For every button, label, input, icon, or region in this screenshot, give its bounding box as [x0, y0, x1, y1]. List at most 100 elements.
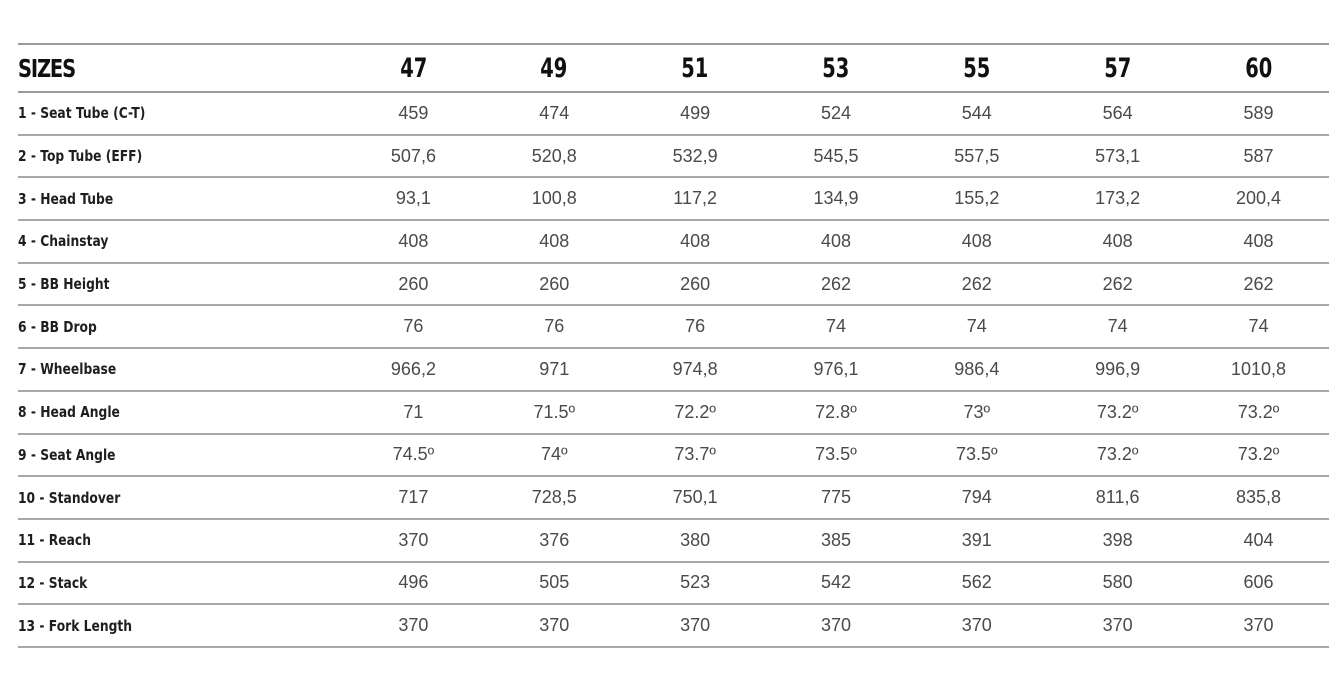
table-cell: 370: [961, 615, 992, 636]
table-cell: 74: [1248, 316, 1269, 337]
table-cell: 73.2º: [1237, 444, 1280, 465]
row-label: 5 - BB Height: [18, 275, 110, 294]
table-cell: 73.2º: [1096, 444, 1139, 465]
table-cell: 370: [680, 615, 711, 636]
row-label: 10 - Standover: [18, 488, 121, 507]
table-cell: 408: [1102, 230, 1133, 251]
table-cell: 370: [1243, 615, 1274, 636]
table-cell: 408: [680, 230, 711, 251]
table-cell: 544: [961, 102, 992, 123]
table-row: 11 - Reach 370 376 380 385 391 398 404: [18, 519, 1329, 562]
table-cell: 404: [1243, 529, 1274, 550]
table-body: 1 - Seat Tube (C-T) 459 474 499 524 544 564 589…: [18, 92, 1329, 647]
table-cell: 74º: [540, 444, 568, 465]
table-cell: 542: [820, 572, 851, 593]
table-cell: 200,4: [1236, 188, 1282, 209]
table-cell: 507,6: [390, 145, 436, 166]
table-cell: 173,2: [1095, 188, 1141, 209]
table-cell: 717: [398, 487, 429, 508]
table-cell: 408: [398, 230, 429, 251]
row-label: 6 - BB Drop: [18, 317, 97, 336]
table-cell: 74: [966, 316, 987, 337]
table-cell: 100,8: [531, 188, 577, 209]
table-cell: 408: [820, 230, 851, 251]
table-cell: 73.7º: [674, 444, 716, 465]
row-label: 2 - Top Tube (EFF): [18, 147, 143, 166]
table-cell: 587: [1243, 145, 1274, 166]
table-cell: 370: [398, 615, 429, 636]
table-cell: 76: [403, 316, 424, 337]
table-cell: 262: [1243, 273, 1274, 294]
table-cell: 408: [1243, 230, 1274, 251]
table-row: 7 - Wheelbase 966,2 971 974,8 976,1 986,4 996,…: [18, 348, 1329, 391]
table-cell: 573,1: [1095, 145, 1141, 166]
table-cell: 260: [680, 273, 711, 294]
table-cell: 520,8: [531, 145, 577, 166]
table-cell: 370: [539, 615, 570, 636]
table-cell: 260: [398, 273, 429, 294]
table-cell: 524: [820, 102, 851, 123]
table-cell: 74: [1107, 316, 1128, 337]
table-cell: 73.2º: [1096, 401, 1139, 422]
table-cell: 499: [680, 102, 711, 123]
geometry-table: SIZES 47 49 51 53 55 57 60 1 - Seat Tube…: [18, 43, 1329, 648]
row-label: 12 - Stack: [18, 573, 88, 592]
table-cell: 76: [685, 316, 706, 337]
table-row: 3 - Head Tube 93,1 100,8 117,2 134,9 155,2 173…: [18, 177, 1329, 221]
table-cell: 71: [403, 401, 424, 422]
table-cell: 73.2º: [1237, 401, 1280, 422]
table-cell: 728,5: [531, 487, 577, 508]
table-cell: 262: [820, 273, 851, 294]
row-label: 4 - Chainstay: [18, 232, 109, 251]
row-label: 8 - Head Angle: [18, 403, 120, 422]
table-cell: 971: [539, 358, 570, 379]
sizes-header: SIZES: [18, 53, 76, 83]
table-cell: 74: [825, 316, 846, 337]
table-cell: 523: [680, 572, 711, 593]
size-header: 60: [1245, 52, 1273, 84]
table-cell: 72.2º: [674, 401, 716, 422]
table-cell: 496: [398, 572, 429, 593]
table-row: 13 - Fork Length 370 370 370 370 370 370 370: [18, 604, 1329, 647]
size-header: 49: [540, 52, 568, 84]
table-cell: 562: [961, 572, 992, 593]
table-cell: 474: [539, 102, 570, 123]
row-label: 11 - Reach: [18, 531, 91, 550]
table-cell: 459: [398, 102, 429, 123]
table-cell: 370: [820, 615, 851, 636]
table-cell: 262: [1102, 273, 1133, 294]
table-cell: 76: [544, 316, 565, 337]
table-cell: 73º: [963, 401, 991, 422]
table-row: 2 - Top Tube (EFF) 507,6 520,8 532,9 545,5 55…: [18, 135, 1329, 178]
row-label: 7 - Wheelbase: [18, 360, 117, 379]
table-cell: 505: [539, 572, 570, 593]
row-label: 9 - Seat Angle: [18, 445, 116, 464]
table-cell: 996,9: [1095, 358, 1141, 379]
row-label: 1 - Seat Tube (C-T): [18, 104, 146, 123]
table-cell: 408: [539, 230, 570, 251]
size-header: 47: [399, 52, 427, 84]
table-cell: 380: [680, 529, 711, 550]
table-row: 1 - Seat Tube (C-T) 459 474 499 524 544 564 589: [18, 92, 1329, 135]
row-label: 3 - Head Tube: [18, 189, 114, 208]
size-header: 53: [822, 52, 850, 84]
table-cell: 545,5: [813, 145, 859, 166]
table-cell: 376: [539, 529, 570, 550]
table-cell: 385: [820, 529, 851, 550]
table-cell: 73.5º: [956, 444, 998, 465]
table-cell: 262: [961, 273, 992, 294]
row-label: 13 - Fork Length: [18, 616, 133, 635]
table-cell: 564: [1102, 102, 1133, 123]
table-row: 8 - Head Angle 71 71.5º 72.2º 72.8º 73º 73.2º 7…: [18, 391, 1329, 434]
table-cell: 260: [539, 273, 570, 294]
table-cell: 974,8: [672, 358, 718, 379]
table-cell: 370: [398, 529, 429, 550]
table-cell: 557,5: [954, 145, 1000, 166]
size-header: 51: [681, 52, 709, 84]
table-cell: 398: [1102, 529, 1133, 550]
table-cell: 93,1: [395, 188, 431, 209]
table-cell: 794: [961, 487, 992, 508]
table-cell: 976,1: [813, 358, 859, 379]
table-cell: 775: [820, 487, 851, 508]
table-row: 12 - Stack 496 505 523 542 562 580 606: [18, 562, 1329, 605]
